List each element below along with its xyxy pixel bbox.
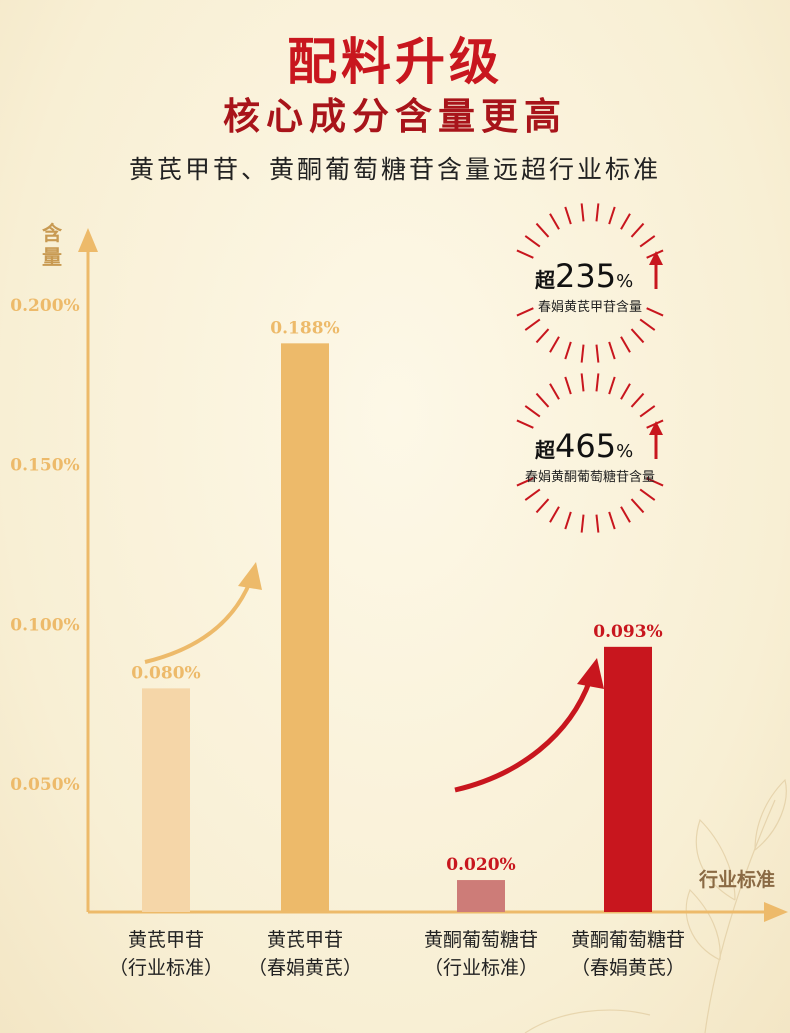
category-sublabel: （春娟黄芪） [248,957,362,979]
y-axis-title-char-2: 量 [42,245,62,269]
page-title-secondary: 核心成分含量更高 [223,94,567,138]
x-axis-title: 行业标准 [698,868,775,891]
badge-ray [535,498,550,514]
category-sublabel: （行业标准） [109,957,223,979]
badge-ray [516,419,534,429]
badge-ray [620,336,631,353]
badge-ray [564,511,572,530]
badge-ray [646,307,664,317]
page-subtitle: 黄芪甲苷、黄酮葡萄糖苷含量远超行业标准 [128,155,661,184]
category-label: 黄芪甲苷 [267,929,343,951]
increase-badge-astragaloside: 超235% 春娟黄芪甲苷含量 [516,203,664,363]
badge-ray [564,206,572,225]
badge-ray [595,203,600,222]
badge-ray [549,336,560,353]
badge-ray [595,514,600,533]
category-sublabel: （春娟黄芪） [571,957,685,979]
badge-percent: 超235% [534,257,633,295]
badge-ray [595,344,600,363]
badge-ray [608,206,616,225]
up-arrow-icon-head [649,251,663,265]
y-tick-label: 0.100% [10,615,79,635]
badge-ray [630,222,645,238]
bar [142,688,190,912]
red-growth-arrow [454,658,604,793]
badge-ray [608,376,616,395]
up-arrow-icon-head [649,421,663,435]
badge-ray [608,511,616,530]
data-label: 0.093% [593,622,662,642]
badge-ray [535,222,550,238]
badge-ray [630,328,645,344]
page-title: 配料升级 [287,32,503,91]
data-label: 0.080% [131,663,200,683]
badge-ray [516,249,534,259]
badge-ray [516,477,534,487]
bar [281,343,329,912]
badge-ray [639,405,656,418]
badge-ray [516,307,534,317]
badge-ray [524,318,541,331]
badge-ray [639,235,656,248]
badge-percent: 超465% [534,427,633,465]
increase-badge-flavonoid: 超465% 春娟黄酮葡萄糖苷含量 [516,373,664,533]
badge-ray [549,213,560,230]
y-tick-label: 0.050% [10,775,79,795]
data-label: 0.188% [270,318,339,338]
leaf-decoration [524,778,787,1033]
badge-caption: 春娟黄酮葡萄糖苷含量 [525,469,655,485]
badge-ray [549,506,560,523]
y-tick-label: 0.150% [10,456,79,476]
badge-ray [630,498,645,514]
category-sublabel: （行业标准） [424,957,538,979]
badge-ray [535,392,550,408]
category-label: 黄酮葡萄糖苷 [424,929,538,951]
badge-ray [564,376,572,395]
category-label: 黄酮葡萄糖苷 [571,929,685,951]
badge-ray [646,477,664,487]
y-tick-label: 0.200% [10,296,79,316]
badge-ray [595,373,600,392]
badge-ray [639,488,656,501]
badge-ray [639,318,656,331]
badge-ray [630,392,645,408]
badge-ray [535,328,550,344]
badge-ray [524,235,541,248]
badge-ray [564,341,572,360]
badge-ray [620,213,631,230]
badge-ray [580,373,585,392]
y-axis-title-char-1: 含 [42,221,63,245]
badge-ray [580,344,585,363]
bar [457,880,505,912]
x-axis [88,902,788,922]
badge-ray [524,405,541,418]
gold-growth-arrow [144,562,262,664]
badge-ray [549,383,560,400]
data-label: 0.020% [446,855,515,875]
badge-ray [620,506,631,523]
y-axis [78,228,98,912]
badge-ray [608,341,616,360]
badge-ray [620,383,631,400]
badge-ray [524,488,541,501]
bar [604,646,652,912]
category-label: 黄芪甲苷 [128,929,204,951]
badge-ray [580,514,585,533]
badge-caption: 春娟黄芪甲苷含量 [538,299,642,315]
badge-ray [580,203,585,222]
